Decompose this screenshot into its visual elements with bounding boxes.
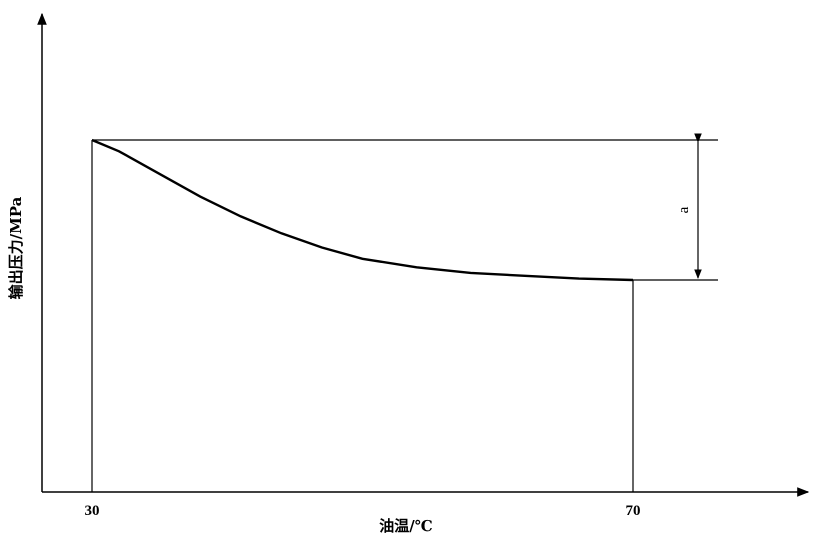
x-tick-label-70: 70 bbox=[626, 503, 641, 519]
x-axis-label: 油温/℃ bbox=[379, 517, 432, 535]
y-axis-label: 输出压力/MPa bbox=[7, 196, 25, 299]
series-line bbox=[91, 138, 634, 282]
dimension-label: a bbox=[676, 206, 692, 213]
x-tick-label-30: 30 bbox=[85, 503, 100, 519]
